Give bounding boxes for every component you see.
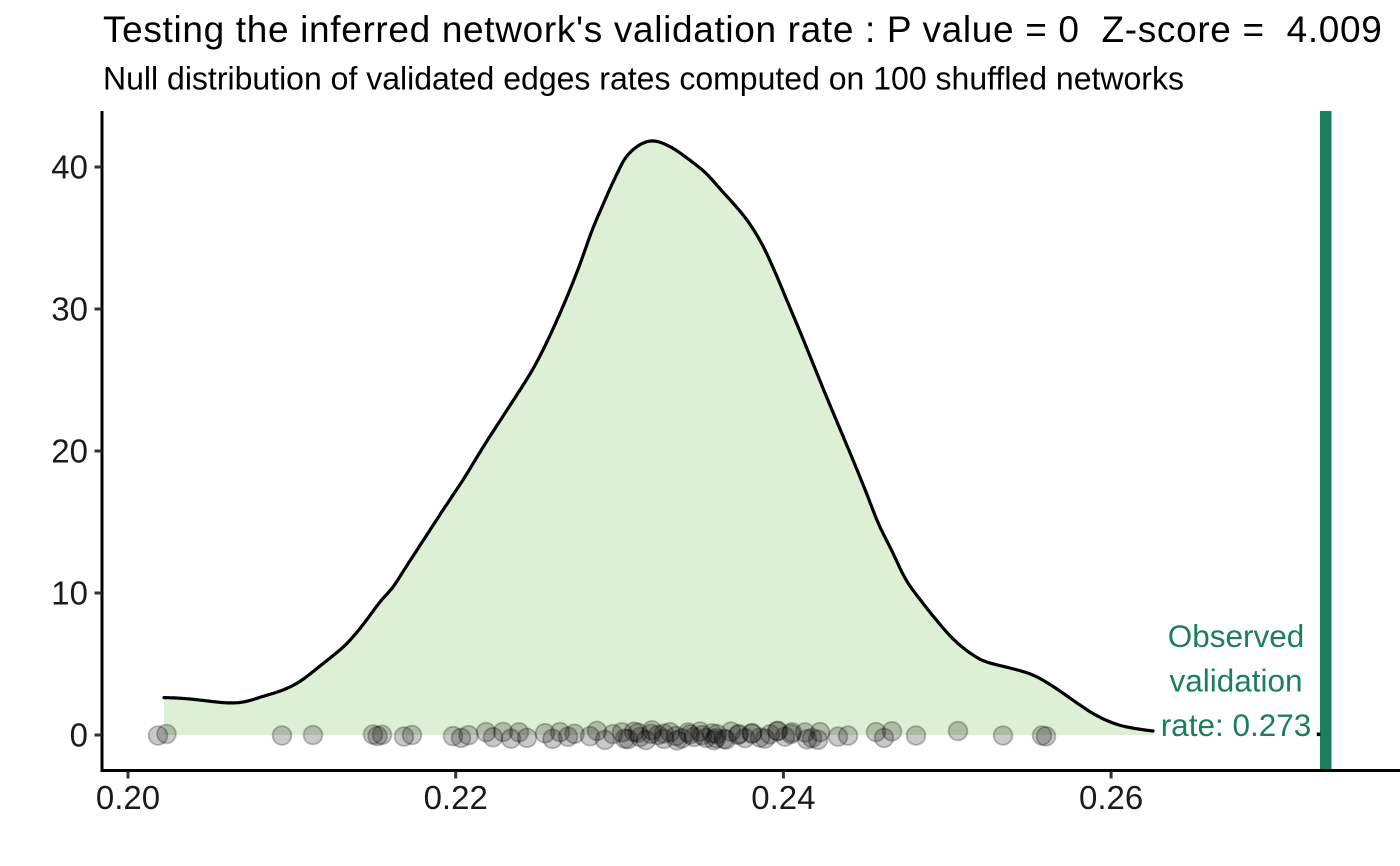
- svg-text:rate: 0.273: rate: 0.273: [1161, 707, 1312, 743]
- svg-text:40: 40: [51, 149, 88, 186]
- svg-text:Observed: Observed: [1168, 618, 1305, 654]
- svg-text:0.20: 0.20: [96, 779, 160, 816]
- svg-text:0.26: 0.26: [1079, 779, 1143, 816]
- svg-text:20: 20: [51, 433, 88, 470]
- svg-text:validation: validation: [1169, 663, 1302, 699]
- svg-text:Testing the inferred network's: Testing the inferred network's validatio…: [103, 9, 1383, 50]
- svg-text:10: 10: [51, 575, 88, 612]
- svg-text:0.24: 0.24: [751, 779, 815, 816]
- svg-text:Null distribution of validated: Null distribution of validated edges rat…: [103, 61, 1184, 97]
- svg-text:30: 30: [51, 291, 88, 328]
- svg-text:0.22: 0.22: [424, 779, 488, 816]
- svg-text:0: 0: [70, 717, 88, 754]
